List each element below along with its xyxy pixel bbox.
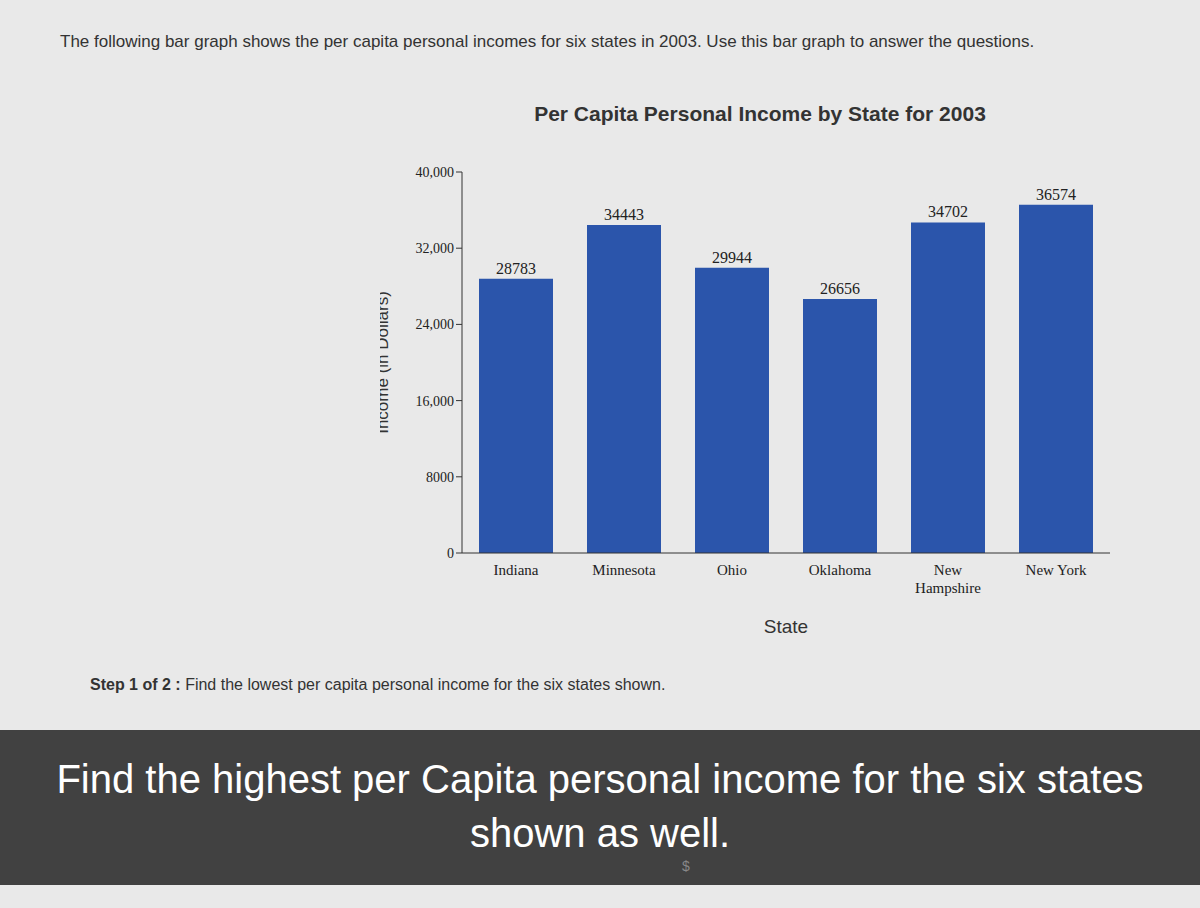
- svg-text:Minnesota: Minnesota: [592, 562, 656, 578]
- svg-text:16,000: 16,000: [416, 394, 455, 409]
- svg-text:Oklahoma: Oklahoma: [809, 562, 872, 578]
- svg-text:28783: 28783: [496, 260, 536, 277]
- html-text:Per Capita Personal Income by: Per Capita Personal Income by State for …: [534, 102, 986, 125]
- svg-text:36574: 36574: [1036, 186, 1076, 203]
- svg-text:State: State: [764, 616, 808, 637]
- svg-text:Income (in Dollars): Income (in Dollars): [380, 291, 392, 434]
- html-text:Step 1 of 2 : Find the lowest: Step 1 of 2 : Find the lowest per capita…: [90, 676, 666, 693]
- svg-text:8000: 8000: [426, 470, 454, 485]
- svg-text:40,000: 40,000: [416, 165, 455, 180]
- svg-text:26656: 26656: [820, 280, 860, 297]
- svg-text:New York: New York: [1026, 562, 1087, 578]
- svg-text:32,000: 32,000: [416, 241, 455, 256]
- html-text:The following bar graph shows: The following bar graph shows the per ca…: [60, 32, 1035, 51]
- html-text:Find the highest per Capita pe: Find the highest per Capita personal inc…: [56, 757, 1144, 855]
- svg-text:Indiana: Indiana: [494, 562, 539, 578]
- svg-text:34702: 34702: [928, 203, 968, 220]
- svg-text:29944: 29944: [712, 249, 752, 266]
- svg-text:0: 0: [447, 546, 454, 561]
- svg-text:24,000: 24,000: [416, 317, 455, 332]
- svg-text:Ohio: Ohio: [717, 562, 747, 578]
- svg-text:NewHampshire: NewHampshire: [915, 562, 981, 596]
- svg-text:34443: 34443: [604, 206, 644, 223]
